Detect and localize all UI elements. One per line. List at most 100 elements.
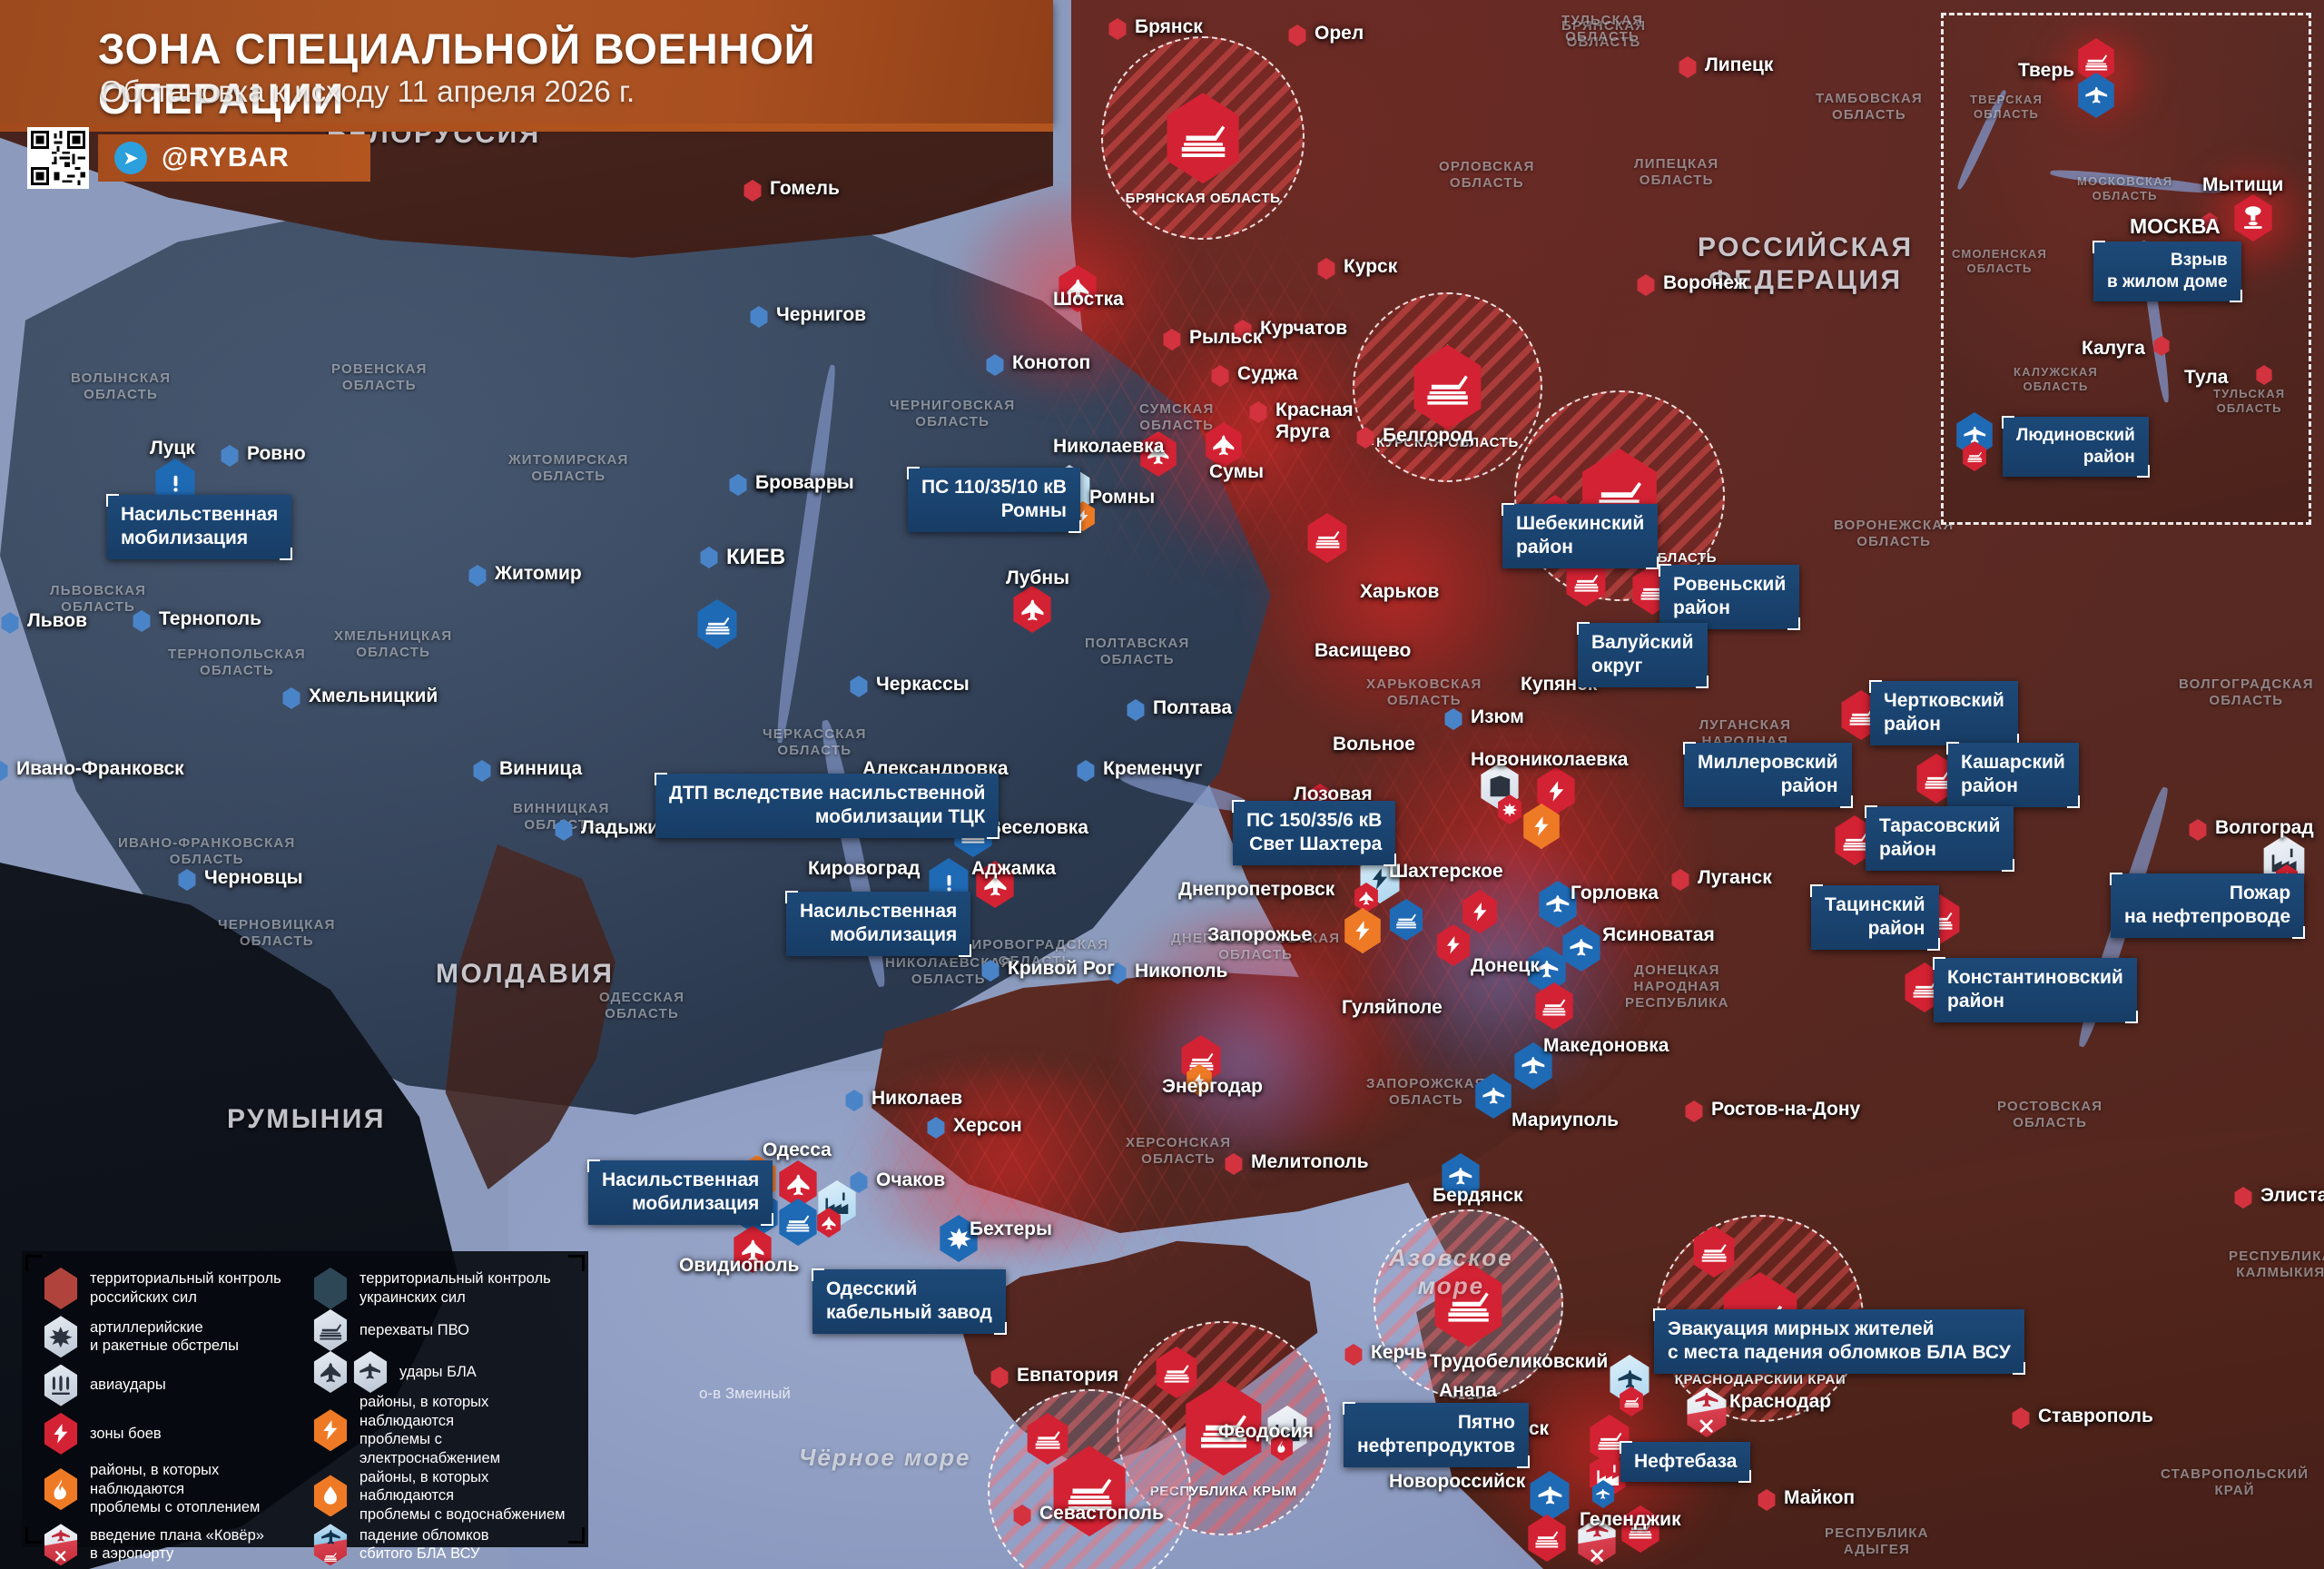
- callout-kirovograd-mobilization[interactable]: Насильственная мобилизация: [784, 891, 972, 956]
- city-label: Ставрополь: [2038, 1406, 2153, 1426]
- oblast-label: СТАВРОПОЛЬСКИЙ КРАЙ: [2161, 1466, 2309, 1498]
- city-label: Черкассы: [876, 674, 970, 695]
- legend-item: перехваты ПВО: [311, 1309, 568, 1351]
- callout-shebekino-district[interactable]: Шебекинский район: [1501, 503, 1659, 568]
- callout-tck-accident[interactable]: ДТП вследствие насильственной мобилизаци…: [654, 773, 1000, 838]
- callout-millerovo-district[interactable]: Миллеровский район: [1683, 742, 1853, 807]
- oblast-label: БРЯНСКАЯ ОБЛАСТЬ: [1561, 18, 1647, 50]
- city-label: Волгоград: [2215, 817, 2314, 838]
- city-label: Полтава: [1153, 697, 1233, 718]
- region-0-air-defense-icon[interactable]: [1167, 93, 1239, 184]
- city-label: Новороссийск: [1389, 1471, 1526, 1492]
- callout-lyudinovo-district[interactable]: Людиновский район: [2002, 416, 2150, 477]
- qr-code[interactable]: [27, 127, 89, 189]
- city-marker-dot[interactable]: [729, 474, 747, 496]
- city-marker-dot[interactable]: [1077, 760, 1095, 782]
- marker-sevastopol-ad[interactable]: [1027, 1413, 1068, 1465]
- region-circle-label: БРЯНСКАЯ ОБЛАСТЬ: [1125, 190, 1281, 206]
- city-label: Харьков: [1360, 581, 1440, 602]
- callout-tarasovsky-district[interactable]: Тарасовский район: [1864, 805, 2015, 871]
- city-label: КИЕВ: [726, 545, 786, 569]
- city-marker-dot[interactable]: [1288, 25, 1306, 46]
- city-label: Мелитополь: [1251, 1151, 1369, 1172]
- callout-svet-shahtera-substation[interactable]: ПС 150/35/6 кВ Свет Шахтера: [1231, 800, 1397, 865]
- oblast-label: ЧЕРНИГОВСКАЯ ОБЛАСТЬ: [890, 398, 1016, 429]
- legend-item-label: авиаудары: [90, 1377, 166, 1394]
- inset-city-marker-dot[interactable]: [2153, 336, 2170, 356]
- marker-crimea-ad[interactable]: [1156, 1347, 1197, 1398]
- city-marker-dot[interactable]: [750, 306, 768, 328]
- city-marker-dot[interactable]: [473, 760, 491, 782]
- city-marker-dot[interactable]: [850, 676, 868, 697]
- rybar-brand[interactable]: ➤ @RYBAR: [98, 134, 370, 182]
- city-marker-dot[interactable]: [1, 612, 19, 634]
- city-marker-dot[interactable]: [1679, 56, 1697, 78]
- city-marker-dot[interactable]: [133, 610, 151, 632]
- marker-kiev-ad[interactable]: [697, 599, 737, 649]
- city-marker-dot[interactable]: [0, 760, 8, 782]
- city-marker-dot[interactable]: [1758, 1489, 1776, 1511]
- region-1-air-defense-icon[interactable]: [1413, 344, 1482, 430]
- country-label: МОЛДАВИЯ: [436, 959, 615, 989]
- city-marker-dot[interactable]: [2234, 1187, 2252, 1209]
- city-label: Конотоп: [1012, 352, 1091, 373]
- city-marker-dot[interactable]: [1344, 1344, 1363, 1366]
- city-marker-dot[interactable]: [2012, 1407, 2030, 1429]
- oblast-label: НИКОЛАЕВСКАЯ ОБЛАСТЬ: [885, 955, 1012, 987]
- city-marker-dot[interactable]: [1127, 699, 1145, 721]
- city-label: Черновцы: [204, 867, 303, 888]
- callout-tatsinsky-district[interactable]: Тацинский район: [1810, 884, 1939, 950]
- legend-item: артиллерийские и ракетные обстрелы: [42, 1316, 299, 1358]
- oblast-label: ОДЕССКАЯ ОБЛАСТЬ: [599, 990, 685, 1021]
- city-marker-dot[interactable]: [1637, 274, 1655, 296]
- inset-marker-tver-uav[interactable]: [2078, 73, 2114, 118]
- city-marker-dot[interactable]: [1317, 258, 1335, 280]
- city-marker-dot[interactable]: [178, 869, 196, 891]
- city-marker-dot[interactable]: [1108, 18, 1127, 40]
- callout-oil-slick[interactable]: Пятно нефтепродуктов: [1342, 1402, 1531, 1467]
- callout-rovenky-district[interactable]: Ровеньский район: [1658, 564, 1801, 629]
- city-label: Орел: [1315, 23, 1364, 44]
- city-marker-dot[interactable]: [468, 565, 487, 587]
- moscow-region-inset: ТВЕРСКАЯ ОБЛАСТЬ МОСКОВСКАЯ ОБЛАСТЬ СМОЛЕН…: [1941, 13, 2311, 525]
- oblast-label: РЕСПУБЛИКА АДЫГЕЯ: [1825, 1525, 1929, 1557]
- inset-marker-mytishchi-explosion[interactable]: [2234, 194, 2272, 242]
- oblast-label: СУМСКАЯ ОБЛАСТЬ: [1139, 401, 1215, 433]
- callout-chertkovo-district[interactable]: Чертковский район: [1869, 680, 2019, 745]
- city-marker-dot[interactable]: [990, 1367, 1009, 1388]
- callout-oil-depot[interactable]: Нефтебаза: [1619, 1440, 1752, 1484]
- inset-city-marker-dot[interactable]: [2256, 365, 2272, 385]
- callout-romny-substation[interactable]: ПС 110/35/10 кВ Ромны: [907, 467, 1081, 532]
- city-marker-dot[interactable]: [700, 547, 718, 568]
- city-label: Брянск: [1135, 16, 1203, 37]
- callout-pipeline-fire[interactable]: Пожар на нефтепроводе: [2109, 873, 2306, 938]
- callout-odessa-mobilization[interactable]: Насильственная мобилизация: [586, 1159, 774, 1225]
- island-label: о-в Змеиный: [699, 1385, 791, 1402]
- callout-residential-explosion[interactable]: Взрыв в жилом доме: [2093, 241, 2242, 301]
- city-marker-dot[interactable]: [1685, 1100, 1703, 1122]
- city-marker-dot[interactable]: [282, 687, 300, 709]
- city-marker-dot[interactable]: [743, 180, 762, 202]
- legend-item: зоны боев: [42, 1412, 299, 1455]
- marker-adzhamka-airstrike[interactable]: [976, 861, 1014, 908]
- callout-debris-evacuation[interactable]: Эвакуация мирных жителей с места падения…: [1653, 1308, 2025, 1374]
- city-marker-dot[interactable]: [981, 960, 1000, 982]
- callout-kashary-district[interactable]: Кашарский район: [1946, 742, 2080, 807]
- city-marker-dot[interactable]: [1225, 1153, 1243, 1175]
- callout-konstantinovsky-district[interactable]: Константиновский район: [1933, 957, 2138, 1022]
- oblast-label: ИВАНО-ФРАНКОВСКАЯ ОБЛАСТЬ: [118, 835, 296, 867]
- callout-valuyki-district[interactable]: Валуйский округ: [1577, 622, 1709, 687]
- city-label: Элиста: [2260, 1185, 2324, 1206]
- city-marker-dot[interactable]: [2189, 819, 2207, 841]
- callout-odessa-cable-plant[interactable]: Одесский кабельный завод: [812, 1268, 1007, 1334]
- marker-lubny-airstrike[interactable]: [1013, 586, 1051, 633]
- city-label: Лубны: [1006, 567, 1070, 588]
- marker-krasnodar-krai-ad[interactable]: [1693, 1226, 1735, 1278]
- city-label: Аджамка: [971, 858, 1057, 879]
- city-marker-dot[interactable]: [221, 445, 239, 467]
- callout-lutsk-mobilization[interactable]: Насильственная мобилизация: [105, 494, 293, 559]
- city-marker-dot[interactable]: [555, 819, 573, 841]
- marker-mariupol-uav[interactable]: [1475, 1073, 1512, 1119]
- city-marker-dot[interactable]: [1013, 1505, 1031, 1526]
